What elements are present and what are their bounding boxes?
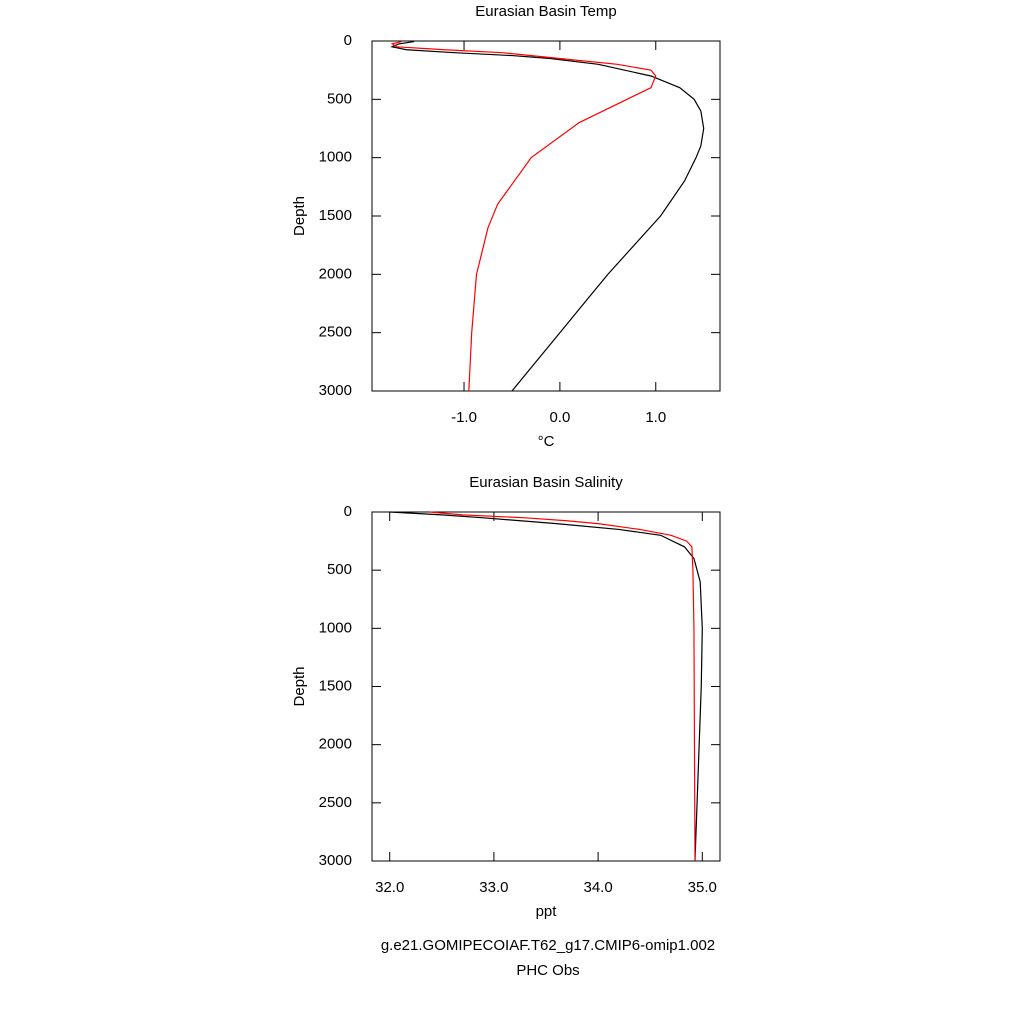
chart-title: Eurasian Basin Salinity xyxy=(469,474,623,491)
y-tick-label: 1000 xyxy=(319,619,352,636)
y-tick-label: 500 xyxy=(327,561,352,578)
plot-frame xyxy=(371,40,721,392)
y-tick-label: 2000 xyxy=(319,736,352,753)
y-tick-label: 1000 xyxy=(319,149,352,166)
x-tick-label: 34.0 xyxy=(583,879,612,896)
y-axis-label: Depth xyxy=(291,666,308,706)
x-tick-label: 1.0 xyxy=(645,409,666,426)
x-tick-label: 32.0 xyxy=(375,879,404,896)
x-tick-label: 35.0 xyxy=(688,879,717,896)
series-line xyxy=(429,511,696,862)
series-line xyxy=(390,40,705,392)
y-tick-label: 2000 xyxy=(319,265,352,282)
series-line xyxy=(390,40,657,392)
x-tick-label: 33.0 xyxy=(479,879,508,896)
x-tick-label: -1.0 xyxy=(451,409,477,426)
x-axis-label: ppt xyxy=(536,903,558,920)
y-tick-label: 3000 xyxy=(319,852,352,869)
plot-frame xyxy=(371,511,721,862)
y-tick-label: 0 xyxy=(344,32,352,49)
chart-title: Eurasian Basin Temp xyxy=(475,3,616,20)
y-tick-label: 500 xyxy=(327,90,352,107)
x-tick-label: 0.0 xyxy=(549,409,570,426)
y-tick-label: 0 xyxy=(344,503,352,520)
y-tick-label: 2500 xyxy=(319,794,352,811)
y-tick-label: 2500 xyxy=(319,324,352,341)
y-tick-label: 1500 xyxy=(319,677,352,694)
y-tick-label: 3000 xyxy=(319,382,352,399)
series-line xyxy=(389,511,703,862)
legend-entry: g.e21.GOMIPECOIAF.T62_g17.CMIP6-omip1.00… xyxy=(381,937,715,954)
legend-entry: PHC Obs xyxy=(516,962,579,979)
y-tick-label: 1500 xyxy=(319,207,352,224)
y-axis-label: Depth xyxy=(291,196,308,236)
x-axis-label: °C xyxy=(538,433,555,450)
